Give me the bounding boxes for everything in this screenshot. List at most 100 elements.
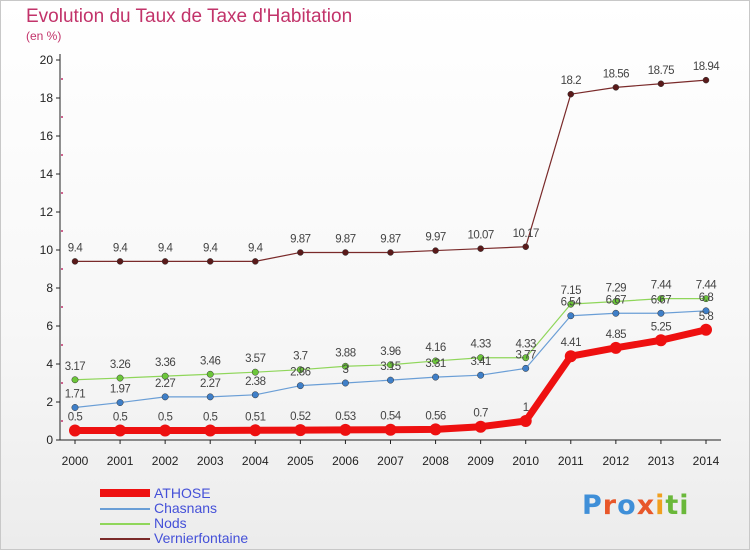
data-label-chasnans: 2.86 — [290, 367, 310, 379]
legend-swatch — [100, 508, 150, 510]
data-point-vernierfontaine — [387, 249, 394, 256]
y-tick-label: 12 — [40, 205, 54, 219]
data-point-chasnans — [251, 391, 259, 399]
data-label-athose: 0.5 — [158, 412, 173, 424]
data-point-chasnans — [116, 399, 124, 407]
data-point-vernierfontaine — [522, 243, 529, 251]
data-label-athose: 0.53 — [335, 411, 355, 423]
data-label-vernierfontaine: 18.75 — [648, 65, 674, 77]
data-label-athose: 0.5 — [203, 412, 218, 424]
data-point-athose — [609, 341, 622, 354]
y-tick-label: 6 — [46, 319, 53, 333]
data-label-nods: 3.7 — [293, 351, 308, 363]
x-tick-label: 2001 — [107, 454, 134, 468]
data-label-nods: 3.88 — [335, 347, 355, 359]
x-tick-label: 2013 — [648, 454, 675, 468]
data-point-athose — [384, 423, 397, 436]
x-tick-label: 2007 — [377, 454, 404, 468]
data-point-chasnans — [657, 309, 665, 317]
data-point-chasnans — [477, 371, 485, 379]
data-label-athose: 1 — [523, 402, 529, 414]
data-label-chasnans: 6.54 — [561, 297, 582, 309]
data-label-chasnans: 3.41 — [470, 356, 490, 368]
data-label-chasnans: 6.8 — [699, 292, 714, 304]
y-tick-label: 18 — [40, 91, 54, 105]
unit-label: (en %) — [26, 29, 62, 43]
data-label-vernierfontaine: 9.4 — [68, 242, 84, 254]
data-point-chasnans — [522, 364, 530, 372]
data-label-athose: 0.5 — [113, 412, 128, 424]
y-tick-label: 0 — [46, 433, 53, 447]
data-point-vernierfontaine — [252, 258, 259, 265]
x-tick-label: 2004 — [242, 454, 269, 468]
data-point-vernierfontaine — [342, 249, 349, 256]
data-label-chasnans: 3 — [342, 364, 348, 376]
data-point-vernierfontaine — [657, 80, 665, 87]
data-label-chasnans: 2.27 — [200, 378, 220, 390]
data-label-chasnans: 6.67 — [606, 294, 626, 306]
data-point-chasnans — [432, 373, 440, 381]
line-chart: 0 2 4 6 8 10 12 14 16 18 20 2000 2001 2002 2003 2004 200… — [40, 53, 721, 468]
data-point-nods — [432, 357, 440, 365]
data-point-chasnans — [296, 382, 304, 390]
data-point-athose — [249, 424, 262, 437]
data-label-vernierfontaine: 18.56 — [603, 68, 629, 80]
data-label-nods: 3.26 — [110, 359, 130, 371]
data-label-nods: 7.29 — [606, 282, 626, 294]
x-tick-label: 2011 — [558, 454, 584, 468]
data-point-athose — [114, 424, 127, 437]
x-tick-label: 2012 — [603, 454, 630, 468]
data-label-nods: 4.16 — [425, 342, 445, 354]
data-label-vernierfontaine: 9.97 — [425, 232, 445, 244]
data-label-nods: 3.57 — [245, 353, 265, 365]
x-tick-label: 2014 — [693, 454, 720, 468]
data-point-vernierfontaine — [702, 76, 710, 84]
data-label-vernierfontaine: 10.07 — [468, 230, 494, 242]
data-point-nods — [657, 295, 665, 303]
data-label-chasnans: 1.97 — [110, 384, 130, 396]
data-point-chasnans — [161, 393, 169, 401]
data-label-vernierfontaine: 18.94 — [693, 61, 720, 73]
data-point-athose — [204, 424, 217, 437]
data-label-vernierfontaine: 9.87 — [380, 233, 400, 245]
y-tick-label: 16 — [40, 129, 54, 143]
data-label-vernierfontaine: 9.4 — [203, 242, 219, 254]
legend-swatch — [100, 489, 150, 497]
data-point-athose — [654, 334, 667, 347]
data-label-nods: 3.96 — [380, 346, 400, 358]
data-label-vernierfontaine: 9.87 — [335, 233, 355, 245]
data-point-chasnans — [387, 376, 394, 384]
data-point-nods — [612, 298, 620, 305]
data-point-nods — [522, 354, 530, 362]
data-label-chasnans: 3.31 — [425, 358, 445, 370]
data-label-chasnans: 3.77 — [516, 349, 536, 361]
data-label-athose: 5.25 — [651, 321, 671, 333]
data-point-nods — [251, 368, 259, 376]
y-tick-label: 8 — [46, 281, 53, 295]
data-point-athose — [564, 350, 577, 363]
data-point-chasnans — [612, 309, 620, 317]
data-label-nods: 3.46 — [200, 355, 220, 367]
data-label-athose: 5.8 — [699, 311, 714, 323]
data-point-athose — [519, 415, 532, 427]
data-label-vernierfontaine: 10.17 — [513, 228, 539, 240]
data-point-athose — [294, 424, 307, 437]
data-point-vernierfontaine — [297, 249, 304, 256]
data-label-nods: 3.17 — [65, 361, 85, 373]
data-point-nods — [206, 370, 214, 378]
data-label-chasnans: 2.38 — [245, 376, 265, 388]
y-tick-label: 10 — [40, 243, 54, 257]
proxiti-logo: Proxiti — [582, 490, 690, 521]
data-point-nods — [477, 354, 485, 362]
data-label-athose: 0.7 — [473, 408, 488, 420]
data-label-athose: 0.54 — [380, 411, 401, 423]
data-point-nods — [116, 374, 124, 382]
data-label-nods: 7.44 — [651, 280, 672, 292]
data-point-athose — [429, 423, 442, 436]
data-label-vernierfontaine: 9.4 — [158, 242, 174, 254]
chart-title: Evolution du Taux de Taxe d'Habitation — [26, 6, 353, 27]
data-point-nods — [296, 366, 304, 374]
data-label-athose: 0.56 — [425, 410, 445, 422]
data-label-nods: 4.33 — [470, 339, 490, 351]
